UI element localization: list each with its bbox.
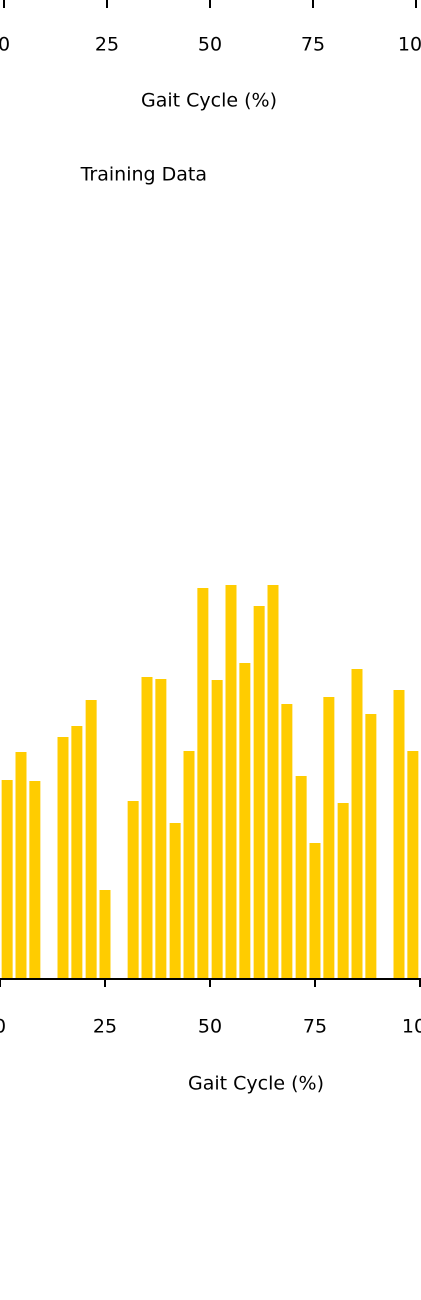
bar <box>127 801 139 979</box>
bar <box>211 680 223 979</box>
x-tick-label: 25 <box>95 34 119 56</box>
bar <box>183 751 195 979</box>
x-tick-label: 100 <box>402 1016 421 1038</box>
x-axis-label: Gait Cycle (%) <box>141 90 277 112</box>
bar <box>351 669 363 979</box>
bar <box>295 776 307 979</box>
x-tick-label: 100 <box>398 34 421 56</box>
bar <box>1 780 13 979</box>
bar <box>29 781 41 979</box>
bar <box>155 679 167 979</box>
x-tick-label: 75 <box>303 1016 327 1038</box>
x-tick-label: 50 <box>198 1016 222 1038</box>
x-tick-label: 0 <box>0 1016 6 1038</box>
bar <box>407 751 419 979</box>
x-tick-label: 75 <box>301 34 325 56</box>
x-tick-label: 50 <box>198 34 222 56</box>
x-tick-label: 25 <box>93 1016 117 1038</box>
bar <box>309 843 321 979</box>
bar <box>71 726 83 979</box>
bar <box>141 677 153 979</box>
bar <box>267 585 279 979</box>
bar <box>323 697 335 979</box>
x-tick-label: 0 <box>0 34 10 56</box>
bar <box>57 737 69 979</box>
bar <box>365 714 377 979</box>
bar <box>169 823 181 979</box>
bar <box>239 663 251 979</box>
bar <box>197 588 209 979</box>
bar <box>253 606 265 979</box>
bar <box>281 704 293 979</box>
bar <box>85 700 97 979</box>
chart-title: Training Data <box>80 164 207 186</box>
bar <box>225 585 237 979</box>
bar <box>337 803 349 979</box>
x-axis-label: Gait Cycle (%) <box>188 1073 324 1095</box>
bar <box>99 890 111 979</box>
bar <box>15 752 27 979</box>
bar <box>393 690 405 979</box>
